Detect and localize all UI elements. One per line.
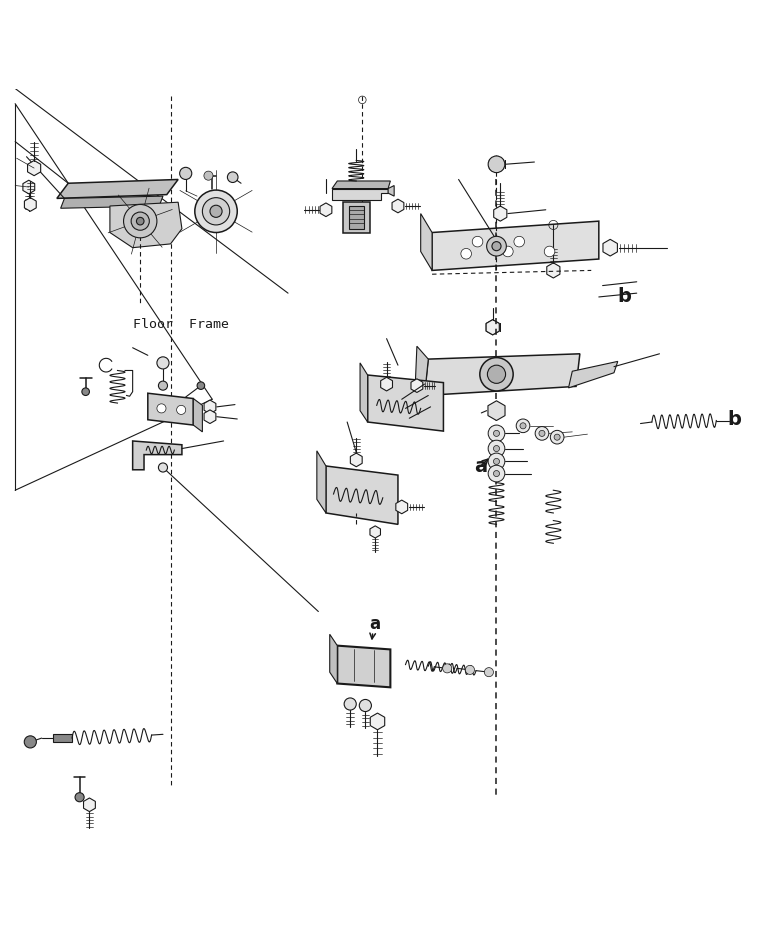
Circle shape — [465, 665, 475, 675]
Polygon shape — [148, 394, 193, 426]
Polygon shape — [368, 375, 443, 431]
Polygon shape — [317, 451, 326, 514]
Circle shape — [124, 205, 157, 239]
Text: b: b — [728, 409, 741, 428]
Circle shape — [443, 665, 452, 673]
Circle shape — [177, 406, 186, 415]
Polygon shape — [24, 198, 36, 212]
Circle shape — [131, 212, 149, 231]
Polygon shape — [110, 203, 182, 248]
Polygon shape — [53, 735, 72, 742]
Polygon shape — [421, 214, 432, 271]
Circle shape — [544, 247, 555, 257]
Polygon shape — [326, 466, 398, 525]
Text: a: a — [474, 457, 487, 475]
Polygon shape — [23, 181, 35, 195]
Polygon shape — [486, 320, 500, 335]
Circle shape — [227, 173, 238, 183]
Circle shape — [75, 793, 84, 802]
Polygon shape — [370, 713, 385, 730]
Polygon shape — [568, 362, 618, 388]
Polygon shape — [381, 378, 393, 391]
Circle shape — [488, 441, 505, 458]
Circle shape — [359, 700, 371, 711]
Polygon shape — [488, 402, 505, 421]
Polygon shape — [133, 442, 182, 470]
Circle shape — [503, 247, 513, 257]
Polygon shape — [330, 635, 337, 684]
Polygon shape — [415, 347, 428, 396]
Circle shape — [492, 242, 501, 252]
Circle shape — [157, 358, 169, 370]
Circle shape — [550, 431, 564, 445]
Polygon shape — [332, 189, 388, 200]
Polygon shape — [489, 157, 504, 173]
Circle shape — [488, 466, 505, 482]
Polygon shape — [411, 379, 423, 393]
Polygon shape — [603, 241, 618, 256]
Polygon shape — [332, 182, 390, 189]
Circle shape — [520, 423, 526, 430]
Polygon shape — [83, 798, 96, 812]
Circle shape — [24, 736, 36, 748]
Circle shape — [493, 459, 500, 465]
Circle shape — [493, 431, 500, 437]
Text: Floor  Frame: Floor Frame — [133, 318, 229, 331]
Polygon shape — [349, 207, 364, 229]
Polygon shape — [424, 355, 580, 396]
Polygon shape — [343, 203, 370, 233]
Polygon shape — [204, 411, 216, 424]
Circle shape — [472, 237, 483, 248]
Circle shape — [487, 366, 506, 384]
Circle shape — [514, 237, 525, 248]
Circle shape — [488, 454, 505, 470]
Polygon shape — [493, 207, 507, 222]
Circle shape — [539, 431, 545, 437]
Circle shape — [488, 157, 505, 173]
Polygon shape — [392, 200, 404, 213]
Polygon shape — [193, 399, 202, 432]
Polygon shape — [350, 454, 362, 467]
Polygon shape — [432, 222, 599, 271]
Circle shape — [461, 249, 471, 260]
Circle shape — [204, 172, 213, 181]
Polygon shape — [61, 197, 163, 209]
Circle shape — [195, 191, 237, 233]
Text: a: a — [369, 615, 381, 633]
Circle shape — [158, 382, 168, 390]
Circle shape — [480, 358, 513, 391]
Circle shape — [535, 427, 549, 441]
Circle shape — [488, 426, 505, 442]
Polygon shape — [337, 646, 390, 688]
Polygon shape — [204, 401, 216, 415]
Circle shape — [484, 668, 493, 677]
Circle shape — [180, 168, 192, 181]
Circle shape — [197, 383, 205, 390]
Circle shape — [158, 463, 168, 473]
Circle shape — [493, 471, 500, 477]
Polygon shape — [547, 264, 560, 279]
Circle shape — [82, 388, 89, 396]
Circle shape — [157, 404, 166, 414]
Circle shape — [487, 237, 506, 256]
Polygon shape — [57, 181, 178, 199]
Circle shape — [136, 218, 144, 226]
Circle shape — [210, 206, 222, 218]
Text: b: b — [618, 286, 631, 305]
Circle shape — [554, 434, 560, 441]
Circle shape — [493, 446, 500, 452]
Circle shape — [516, 419, 530, 433]
Polygon shape — [388, 186, 394, 197]
Circle shape — [202, 198, 230, 226]
Polygon shape — [486, 320, 500, 335]
Polygon shape — [27, 161, 41, 177]
Polygon shape — [320, 204, 332, 217]
Circle shape — [344, 698, 356, 710]
Polygon shape — [396, 501, 408, 514]
Polygon shape — [370, 526, 381, 538]
Polygon shape — [360, 363, 368, 422]
